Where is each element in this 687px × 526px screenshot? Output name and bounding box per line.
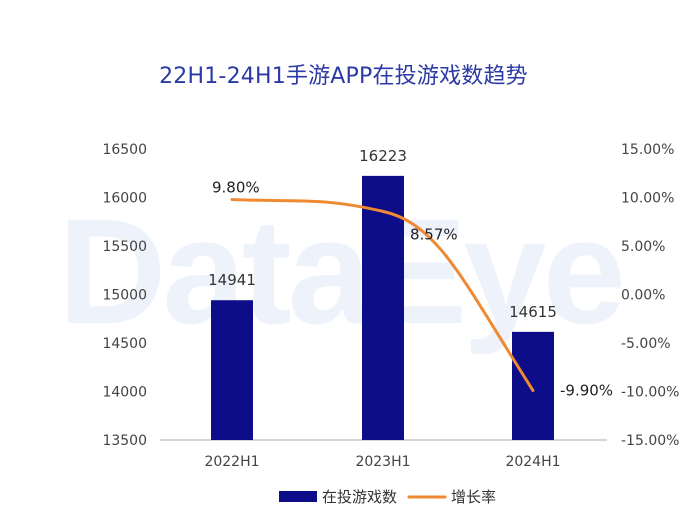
- line-value-label: 8.57%: [410, 225, 458, 243]
- line-value-label: 9.80%: [212, 178, 260, 196]
- bar-value-label: 14615: [509, 303, 557, 321]
- bar-value-label: 16223: [359, 147, 407, 165]
- y-left-tick-label: 16500: [102, 142, 147, 158]
- y-right-tick-label: 10.00%: [621, 191, 674, 207]
- bar: [512, 331, 554, 440]
- x-tick-label: 2023H1: [355, 454, 410, 470]
- y-right-tick-label: -15.00%: [621, 433, 679, 449]
- legend-bar-label: 在投游戏数: [322, 488, 397, 506]
- growth-rate-line: [230, 197, 535, 393]
- y-right-tick-label: -5.00%: [621, 336, 671, 352]
- y-left-tick-label: 16000: [102, 191, 147, 207]
- y-left-tick-label: 14000: [102, 385, 147, 401]
- legend-line-label: 增长率: [451, 488, 496, 506]
- x-tick-label: 2024H1: [505, 454, 560, 470]
- y-left-tick-label: 15000: [102, 288, 147, 304]
- legend-bar-swatch: [279, 491, 317, 502]
- bar-value-label: 14941: [208, 271, 256, 289]
- y-right-tick-label: 15.00%: [621, 142, 674, 158]
- y-left-tick-label: 14500: [102, 336, 147, 352]
- chart-title: 22H1-24H1手游APP在投游戏数趋势: [159, 64, 528, 89]
- x-tick-label: 2022H1: [204, 454, 259, 470]
- y-right-tick-label: 0.00%: [621, 288, 665, 304]
- bar: [362, 175, 404, 440]
- y-left-tick-label: 15500: [102, 239, 147, 255]
- y-right-tick-label: -10.00%: [621, 385, 679, 401]
- y-right-tick-label: 5.00%: [621, 239, 665, 255]
- line-value-label: -9.90%: [560, 382, 613, 400]
- y-left-tick-label: 13500: [102, 433, 147, 449]
- bar: [211, 300, 253, 440]
